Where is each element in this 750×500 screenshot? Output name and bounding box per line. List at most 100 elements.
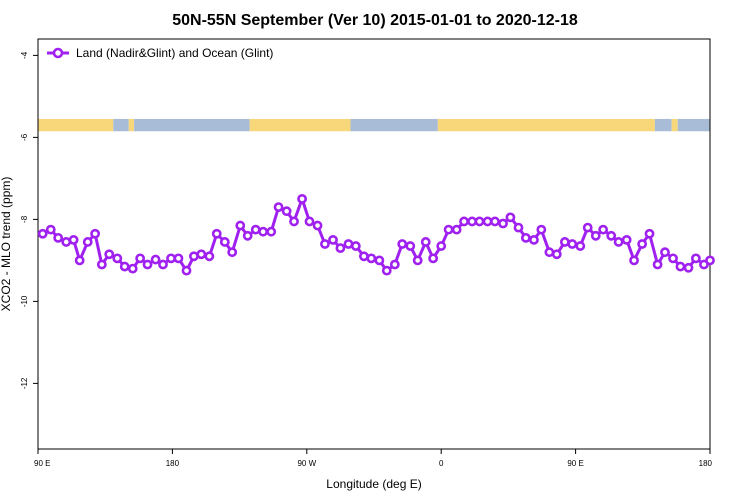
data-point [606, 230, 617, 241]
data-point [150, 254, 161, 265]
surface-strip-land [38, 118, 114, 132]
data-point [273, 202, 284, 212]
chart-title: 50N-55N September (Ver 10) 2015-01-01 to… [172, 12, 578, 29]
legend-label: Land (Nadir&Glint) and Ocean (Glint) [76, 46, 273, 60]
data-point [474, 216, 485, 227]
data-point [297, 193, 307, 204]
data-point [668, 253, 678, 264]
data-point [68, 234, 79, 245]
data-point [289, 216, 299, 227]
surface-strip-ocean [113, 118, 129, 132]
data-point [705, 255, 715, 266]
data-point [335, 243, 346, 253]
data-point [45, 224, 56, 235]
y-axis-label: XCO2 - MLO trend (ppm) [0, 177, 13, 312]
data-point [227, 247, 238, 258]
surface-strip-land [128, 118, 135, 132]
plot-frame [37, 38, 711, 450]
data-point [90, 228, 101, 239]
data-point [428, 253, 439, 264]
legend-marker [52, 47, 64, 59]
data-point [374, 255, 385, 266]
plot-area: 90 E 180 90 W 0 90 E 180 -4 -6 -8 -10 -12 Land (Nad… [20, 38, 715, 468]
data-point [389, 259, 400, 270]
data-point [652, 259, 663, 270]
data-point [104, 249, 115, 260]
data-point [258, 226, 269, 237]
data-point [513, 222, 524, 233]
data-point [621, 234, 632, 245]
data-point [242, 230, 253, 241]
data-point [328, 234, 338, 245]
x-tick-label: 180 [699, 459, 713, 468]
data-point [37, 228, 48, 239]
data-point [443, 224, 454, 235]
data-point [598, 224, 609, 235]
data-point [629, 255, 639, 266]
data-point [412, 255, 423, 266]
surface-strip-land [437, 118, 655, 132]
surface-strip-ocean [350, 118, 438, 132]
data-point [637, 239, 648, 249]
data-point [381, 265, 392, 276]
data-point [219, 237, 230, 247]
data-point [660, 247, 670, 258]
surface-strip-ocean [677, 118, 710, 132]
x-tick-label: 0 [439, 459, 444, 468]
data-point [683, 262, 694, 273]
data-point [320, 239, 330, 249]
data-point [173, 253, 184, 264]
data-point [304, 216, 315, 227]
data-point [135, 253, 146, 264]
data-point [590, 230, 601, 241]
y-tick-label: -12 [20, 377, 29, 389]
surface-strip-ocean [654, 118, 672, 132]
x-tick-label: 90 W [297, 459, 316, 468]
data-point [644, 228, 655, 239]
surface-strip-land [249, 118, 351, 132]
data-point [490, 216, 500, 227]
x-tick-label: 180 [166, 459, 180, 468]
x-tick-label: 90 E [34, 459, 50, 468]
data-point [181, 265, 192, 276]
data-point [350, 241, 361, 251]
x-tick-label: 90 E [567, 459, 583, 468]
data-point [613, 237, 624, 247]
data-point [551, 249, 562, 260]
data-point [235, 220, 246, 231]
data-point [420, 237, 431, 247]
data-point [582, 222, 593, 233]
data-point [675, 261, 686, 272]
data-point [281, 206, 292, 217]
data-point [53, 232, 64, 243]
data-point [529, 234, 539, 245]
data-point [459, 216, 469, 227]
data-point [451, 224, 462, 235]
data-point [567, 239, 578, 249]
data-point [119, 261, 130, 272]
data-point [536, 224, 547, 235]
y-tick-label: -10 [20, 295, 29, 307]
data-point [266, 226, 277, 237]
data-point [505, 212, 516, 223]
data-point [196, 249, 207, 260]
data-point [312, 220, 323, 231]
data-point [690, 253, 701, 264]
data-point [127, 263, 138, 274]
data-point [82, 237, 93, 247]
data-point [211, 228, 222, 239]
data-point [575, 241, 586, 251]
surface-strip-land [671, 118, 678, 132]
y-tick-label: -8 [20, 215, 29, 223]
y-tick-label: -4 [20, 51, 29, 59]
data-point [405, 241, 416, 251]
surface-strip-ocean [134, 118, 250, 132]
data-point [142, 259, 153, 270]
data-point [520, 232, 531, 243]
data-point [74, 255, 85, 266]
y-tick-label: -6 [20, 133, 29, 141]
data-point [498, 218, 508, 229]
data-point [96, 259, 107, 270]
data-point [366, 253, 377, 264]
